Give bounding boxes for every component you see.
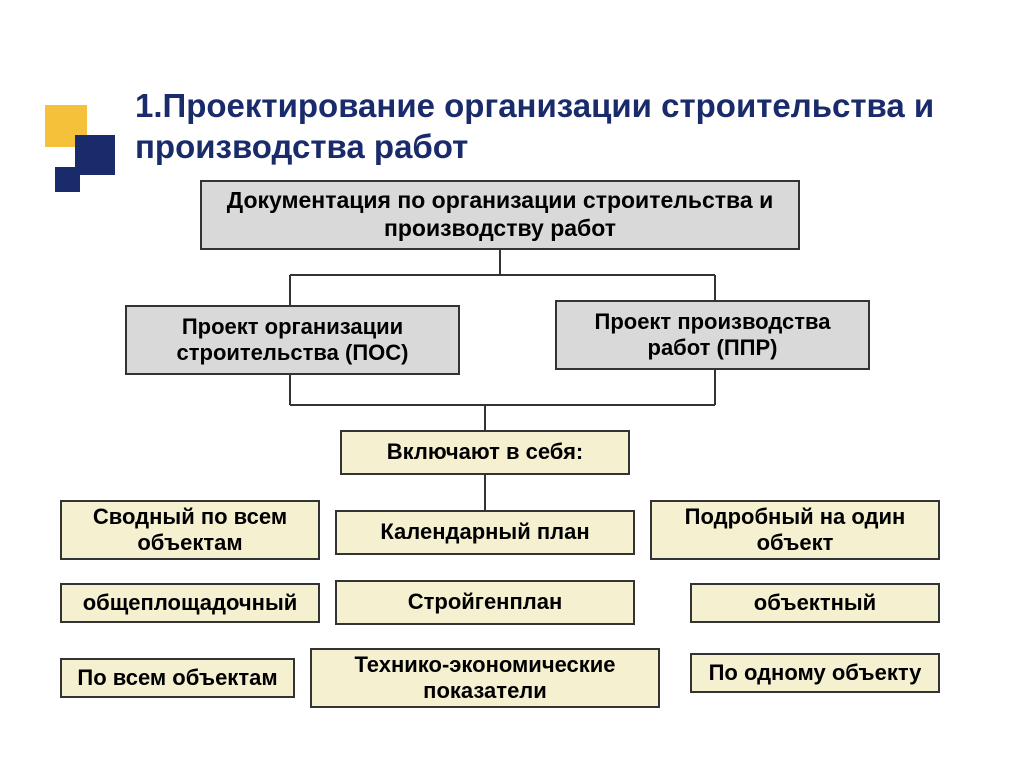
node-genplan-right: объектный	[690, 583, 940, 623]
node-tep-label: Технико-экономические показатели	[322, 652, 648, 705]
node-pos-label: Проект организации строительства (ПОС)	[137, 314, 448, 367]
node-genplan-left-label: общеплощадочный	[83, 590, 298, 616]
node-calendar-label: Календарный план	[380, 519, 589, 545]
node-root-label: Документация по организации строительств…	[212, 187, 788, 242]
node-include: Включают в себя:	[340, 430, 630, 475]
node-genplan: Стройгенплан	[335, 580, 635, 625]
node-genplan-right-label: объектный	[754, 590, 876, 616]
node-calendar-right-label: Подробный на один объект	[662, 504, 928, 557]
title-decoration	[40, 105, 130, 195]
node-calendar-left: Сводный по всем объектам	[60, 500, 320, 560]
node-tep-right: По одному объекту	[690, 653, 940, 693]
page-title: 1.Проектирование организации строительст…	[135, 85, 955, 168]
node-calendar: Календарный план	[335, 510, 635, 555]
node-tep: Технико-экономические показатели	[310, 648, 660, 708]
node-ppr: Проект производства работ (ППР)	[555, 300, 870, 370]
node-include-label: Включают в себя:	[387, 439, 584, 465]
node-calendar-left-label: Сводный по всем объектам	[72, 504, 308, 557]
node-root: Документация по организации строительств…	[200, 180, 800, 250]
node-calendar-right: Подробный на один объект	[650, 500, 940, 560]
node-tep-left-label: По всем объектам	[77, 665, 277, 691]
node-ppr-label: Проект производства работ (ППР)	[567, 309, 858, 362]
decor-square-navy-large	[75, 135, 115, 175]
decor-square-navy-small	[55, 167, 80, 192]
node-tep-left: По всем объектам	[60, 658, 295, 698]
node-genplan-label: Стройгенплан	[408, 589, 563, 615]
node-tep-right-label: По одному объекту	[709, 660, 922, 686]
node-pos: Проект организации строительства (ПОС)	[125, 305, 460, 375]
node-genplan-left: общеплощадочный	[60, 583, 320, 623]
